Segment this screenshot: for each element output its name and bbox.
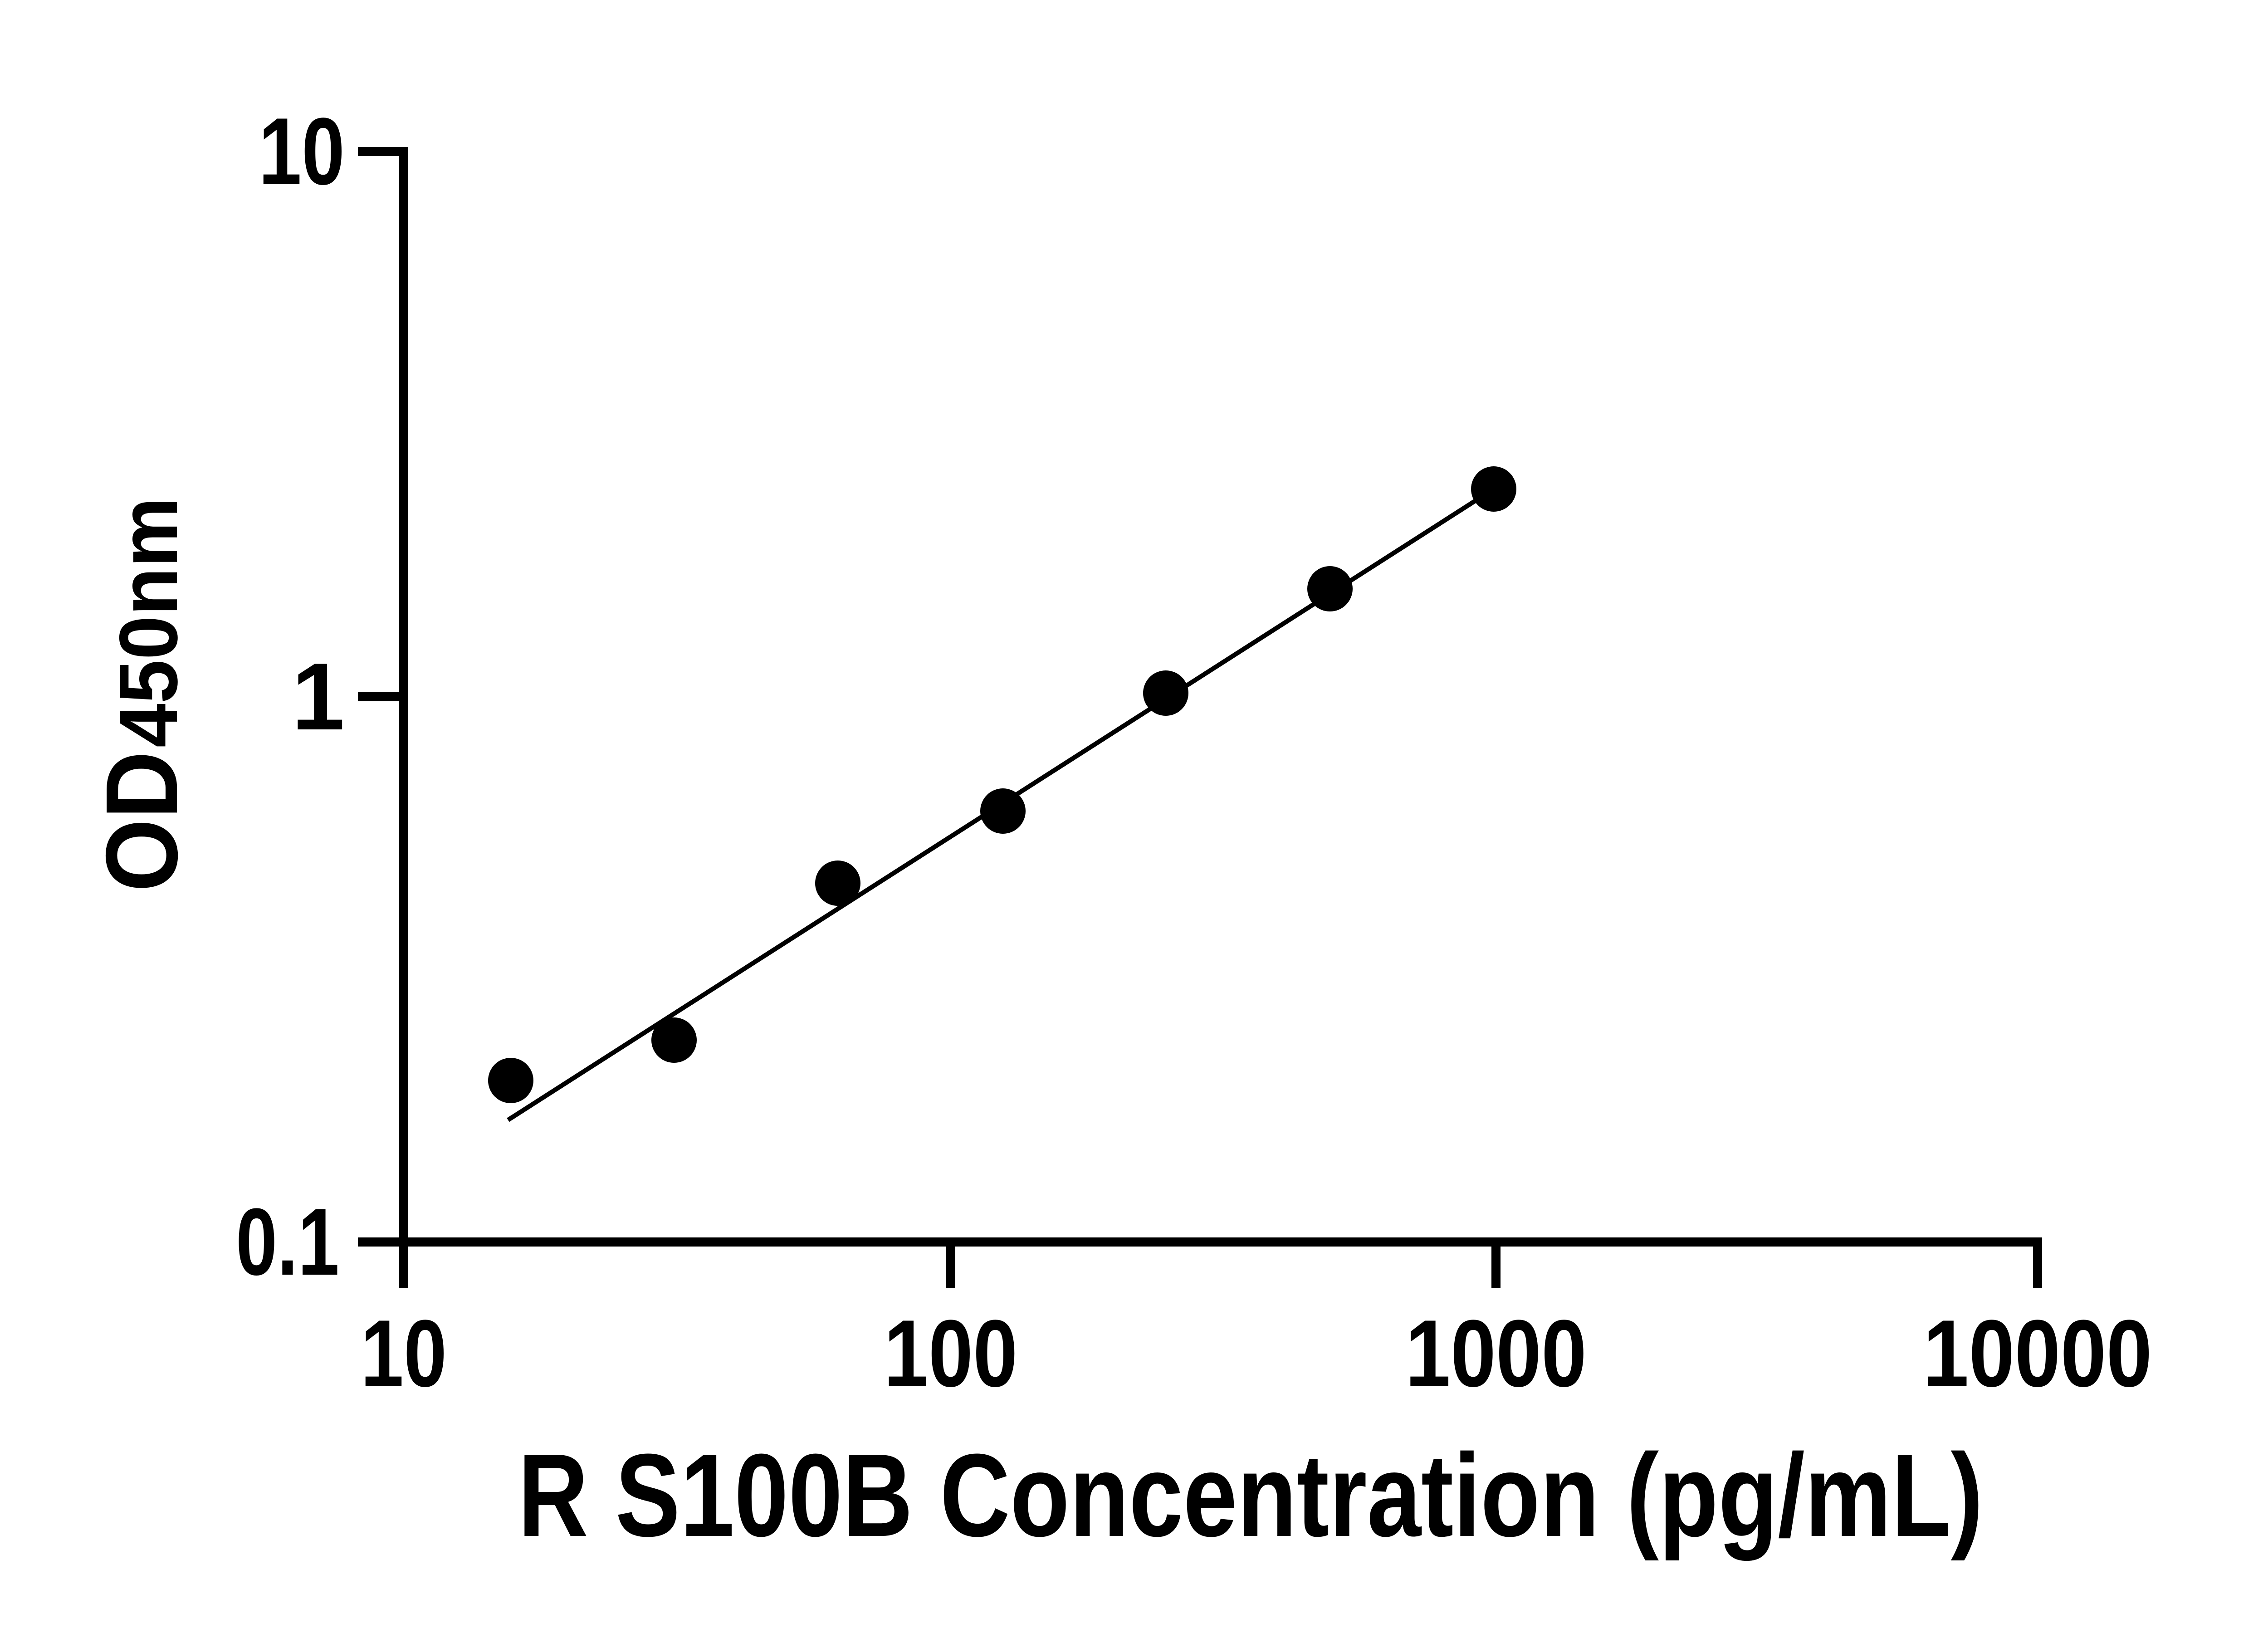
svg-text:0.1: 0.1 <box>236 1188 339 1295</box>
svg-text:1000: 1000 <box>1405 1300 1587 1407</box>
svg-text:R S100B Concentration (pg/mL): R S100B Concentration (pg/mL) <box>518 1430 1983 1562</box>
svg-text:10: 10 <box>259 98 345 205</box>
svg-text:OD: OD <box>84 751 199 892</box>
svg-text:100: 100 <box>884 1300 1018 1407</box>
svg-text:10: 10 <box>361 1300 447 1407</box>
svg-text:1: 1 <box>292 643 345 750</box>
svg-text:450nm: 450nm <box>102 497 195 748</box>
svg-text:10000: 10000 <box>1923 1300 2152 1407</box>
